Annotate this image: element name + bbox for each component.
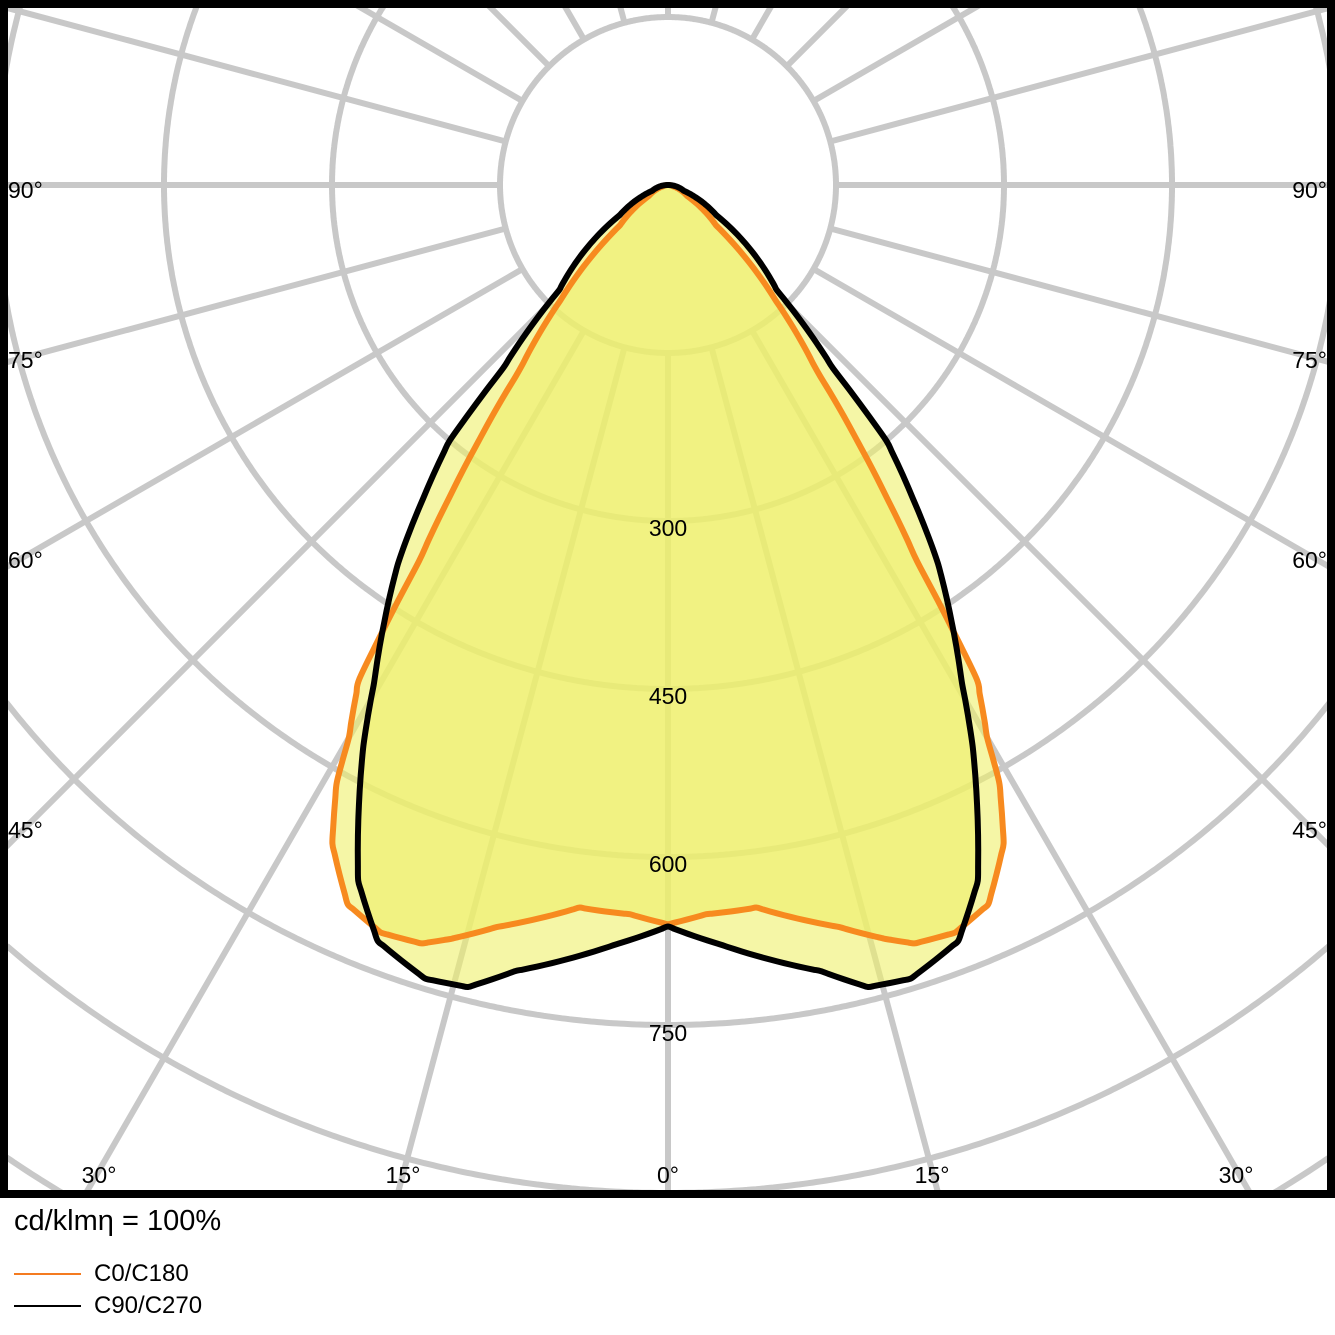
grid-spoke-135	[784, 4, 852, 69]
grid-circle-750	[4, 700, 1331, 1028]
radial-label-300: 300	[649, 515, 687, 541]
legend-swatch-black	[14, 1305, 81, 1307]
grid-spoke-105	[829, 4, 1331, 145]
grid-spoke-60	[811, 266, 1331, 571]
grid-spoke-120	[811, 4, 984, 104]
grid-spoke-225	[484, 4, 552, 69]
polar-chart: 300 450 600 750 90° 75° 60° 45° 90° 75° …	[0, 0, 1335, 1198]
angle-label-left-45: 45°	[8, 817, 43, 843]
grid-spoke-240	[352, 4, 525, 104]
grid-spoke-45	[784, 301, 1331, 851]
grid-circle-1050	[4, 1154, 64, 1194]
legend-item-c90-c270: C90/C270	[14, 1291, 202, 1321]
angle-label-right-75: 75°	[1292, 347, 1327, 373]
angle-label-right-60: 60°	[1292, 547, 1327, 573]
angle-label-right-45: 45°	[1292, 817, 1327, 843]
legend-swatch-orange	[14, 1273, 81, 1275]
legend-item-c0-c180: C0/C180	[14, 1259, 189, 1289]
legend-label: C90/C270	[94, 1292, 203, 1319]
legend-label: C0/C180	[94, 1260, 189, 1287]
angle-label-bottom-15-right: 15°	[915, 1162, 950, 1188]
angle-label-left-75: 75°	[8, 347, 43, 373]
grid-spoke-315	[4, 301, 552, 852]
curves	[329, 182, 1007, 991]
angle-label-bottom-30-right: 30°	[1219, 1162, 1254, 1188]
grid-spoke-285	[4, 225, 507, 366]
angle-label-left-60: 60°	[8, 547, 43, 573]
grid-circle-150	[497, 14, 839, 356]
angle-label-bottom-0: 0°	[657, 1162, 679, 1188]
grid-spoke-300	[4, 266, 525, 571]
angle-label-bottom-30-left: 30°	[82, 1162, 117, 1188]
angle-labels: 90° 75° 60° 45° 90° 75° 60° 45° 30° 15° …	[8, 177, 1327, 1188]
radial-labels: 300 450 600 750	[649, 515, 687, 1046]
radial-label-450: 450	[649, 683, 687, 709]
chart-border	[0, 0, 1335, 1198]
angle-label-right-90: 90°	[1292, 177, 1327, 203]
radial-label-750: 750	[649, 1020, 687, 1046]
grid-circle-1050	[1272, 1154, 1331, 1194]
grid-spoke-255	[4, 4, 507, 145]
series-line-c90-c270	[354, 182, 982, 991]
legend-title: cd/klmη = 100%	[14, 1205, 222, 1237]
angle-label-left-90: 90°	[8, 177, 43, 203]
grid-spoke-75	[829, 225, 1331, 366]
grid-spoke-210	[560, 4, 587, 42]
grid-spoke-150	[749, 4, 776, 42]
angle-label-bottom-15-left: 15°	[386, 1162, 421, 1188]
radial-label-600: 600	[649, 851, 687, 877]
